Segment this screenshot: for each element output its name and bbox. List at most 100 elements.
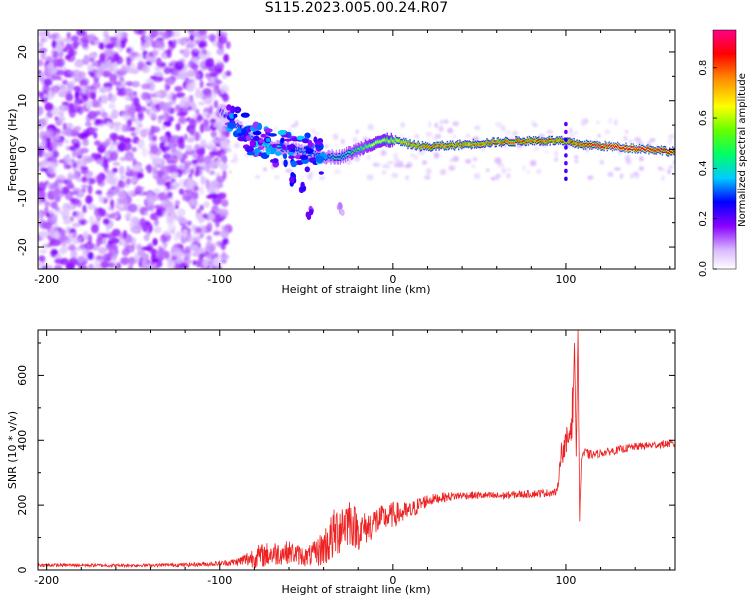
spectrogram-noise-cell	[490, 176, 496, 181]
spectrogram-noise-cell	[56, 174, 66, 182]
spectrogram-noise-cell	[77, 236, 83, 244]
ridge-core-cell	[368, 143, 371, 146]
spectrogram-noise-cell	[105, 225, 110, 234]
ridge-core-cell	[281, 148, 283, 151]
ridge-blob	[270, 159, 275, 163]
spectrogram-noise-cell	[668, 134, 675, 139]
spectrogram-noise-cell	[38, 42, 44, 48]
x-tick-label: 0	[389, 273, 396, 286]
spectrogram-noise-cell	[410, 153, 415, 157]
spectrogram-noise-cell	[195, 91, 205, 99]
colorbar-tick-label: 0.4	[698, 160, 709, 176]
spectrogram-noise-cell	[104, 213, 111, 218]
spectrogram-noise-cell	[200, 175, 206, 186]
spectrogram-noise-cell	[132, 158, 137, 165]
spectrogram-noise-cell	[74, 149, 79, 156]
spectrogram-noise-cell	[87, 251, 94, 261]
spectrogram-noise-cell	[538, 133, 545, 139]
ridge-core-cell	[336, 157, 338, 160]
spectrogram-noise-cell	[74, 61, 84, 68]
ridge-core-cell	[537, 139, 539, 142]
ridge-core-cell	[431, 146, 433, 149]
ridge-core-cell	[237, 124, 240, 127]
spectrogram-noise-cell	[580, 119, 585, 127]
ridge-core-cell	[477, 143, 480, 146]
ridge-core-cell	[378, 140, 380, 143]
ridge-core-cell	[389, 140, 391, 143]
ridge-core-cell	[296, 148, 298, 151]
ridge-core-cell	[493, 140, 495, 142]
spectrogram-noise-cell	[108, 231, 114, 242]
spectrogram-noise-cell	[63, 209, 71, 217]
spectrogram-noise-cell	[168, 78, 175, 86]
spectrogram-noise-cell	[68, 80, 77, 85]
spectrogram-noise-cell	[86, 177, 96, 185]
spectrogram-noise-cell	[196, 148, 204, 156]
spectrogram-noise-cell	[64, 54, 71, 60]
spectrogram-noise-cell	[88, 263, 94, 269]
spectrogram-noise-cell	[633, 173, 641, 179]
spectrogram-noise-cell	[39, 249, 48, 254]
ridge-core-cell	[379, 140, 381, 143]
ridge-core-cell	[495, 142, 497, 145]
spectrogram-noise-cell	[109, 132, 119, 141]
spectrogram-noise-cell	[141, 261, 151, 269]
spectrogram-noise-cell	[81, 176, 88, 183]
spectrogram-noise-cell	[89, 57, 95, 63]
spectrogram-noise-cell	[186, 220, 192, 226]
spectrogram-noise-cell	[47, 61, 55, 69]
spectrogram-noise-cell	[223, 147, 232, 153]
ridge-blob	[266, 146, 271, 153]
ridge-core-cell	[458, 145, 460, 148]
spectrogram-noise-cell	[176, 230, 183, 239]
ridge-core-cell	[282, 149, 284, 151]
spectrogram-noise-cell	[90, 72, 96, 78]
spectrogram-noise-cell	[206, 212, 215, 221]
spectrogram-noise-cell	[103, 118, 108, 125]
ridge-core-cell	[601, 146, 603, 148]
ridge-blob	[233, 113, 238, 118]
spectrogram-noise-cell	[623, 135, 628, 141]
spectrogram-noise-cell	[223, 53, 230, 63]
spectrogram-noise-cell	[79, 79, 88, 88]
spectrogram-noise-cell	[54, 116, 59, 121]
spectrogram-noise-cell	[148, 224, 153, 233]
ridge-blob	[249, 139, 257, 148]
ridge-core-cell	[521, 141, 523, 144]
spectrogram-noise-cell	[495, 173, 502, 178]
ridge-core-cell	[566, 141, 568, 144]
ridge-core-cell	[334, 157, 336, 160]
ridge-core-cell	[313, 154, 316, 157]
ridge-core-cell	[403, 140, 405, 143]
ridge-core-cell	[518, 139, 520, 141]
ridge-core-cell	[549, 141, 551, 144]
ridge-core-cell	[654, 149, 656, 152]
spectrogram-noise-cell	[191, 103, 197, 112]
spectrogram-noise-cell	[199, 186, 204, 195]
spectrogram-noise-cell	[126, 119, 133, 127]
ridge-spike-blob	[564, 137, 568, 142]
spectrogram-noise-cell	[93, 39, 101, 45]
ridge-core-cell	[539, 141, 541, 144]
ridge-core-cell	[416, 144, 418, 147]
ridge-core-cell	[656, 148, 658, 151]
spectrogram-noise-cell	[118, 165, 125, 176]
ridge-blob	[287, 151, 295, 156]
spectrogram-noise-cell	[85, 156, 95, 163]
ridge-core-cell	[327, 155, 329, 158]
spectrogram-noise-cell	[209, 151, 215, 160]
spectrogram-noise-cell	[45, 128, 55, 138]
spectrogram-noise-cell	[43, 78, 53, 87]
ridge-spike-blob	[564, 161, 568, 166]
spectrogram-noise-cell	[42, 84, 50, 94]
ridge-core-cell	[474, 143, 477, 146]
secondary-track-blob	[338, 202, 343, 210]
spectrogram-noise-cell	[500, 127, 507, 132]
spectrogram-noise-cell	[113, 125, 121, 132]
spectrogram-noise-cell	[42, 152, 53, 158]
ridge-core-cell	[371, 144, 374, 147]
spectrogram-noise-cell	[195, 248, 201, 253]
spectrogram-noise-cell	[191, 159, 199, 164]
ridge-core-cell	[393, 140, 396, 143]
ridge-core-cell	[435, 146, 437, 149]
